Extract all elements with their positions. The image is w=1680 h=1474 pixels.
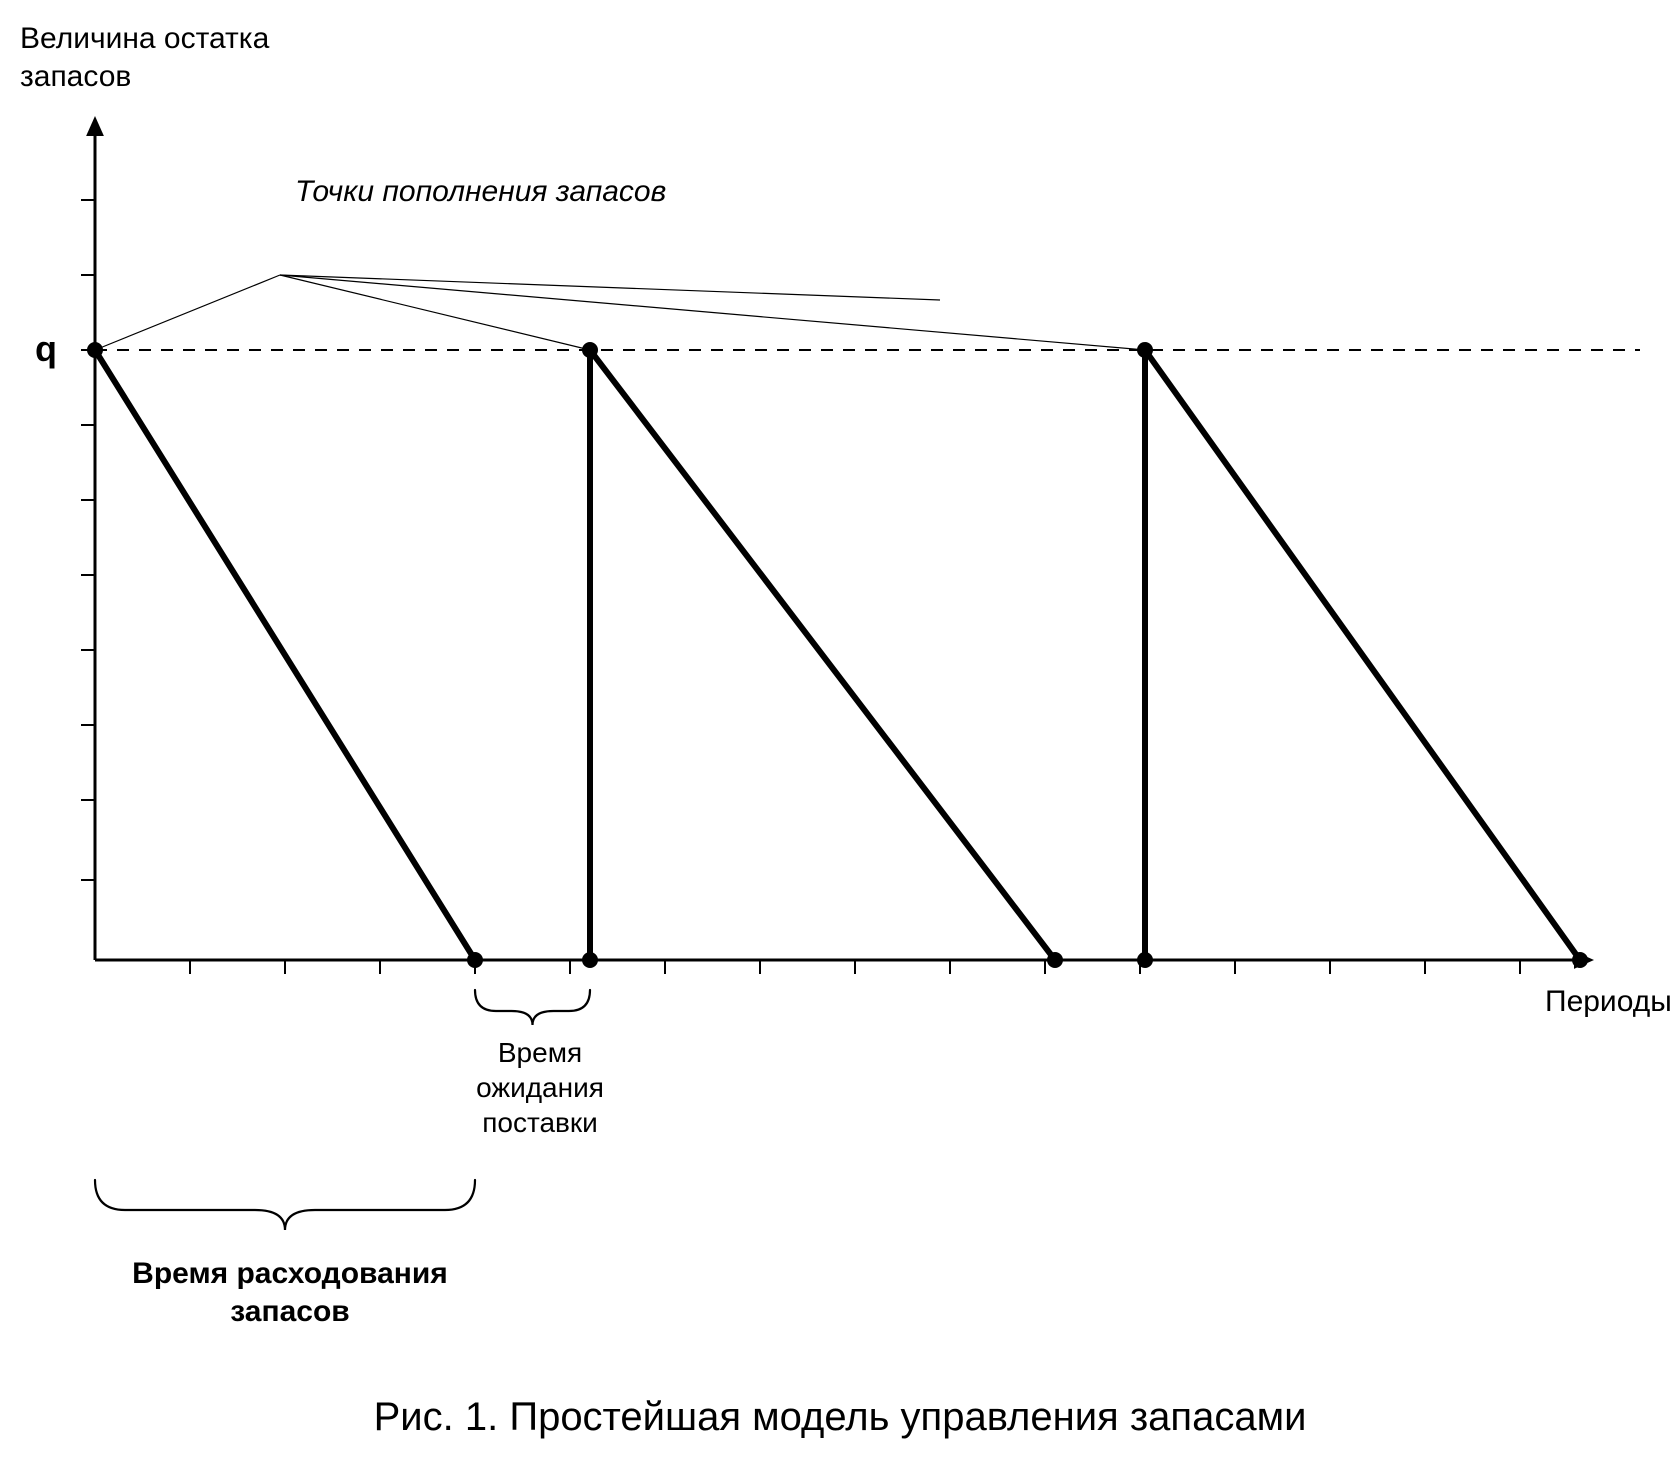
x-axis-title: Периоды	[1545, 985, 1672, 1019]
diagram-container: Величина остатказапасов q Точки пополнен…	[0, 0, 1680, 1474]
y-axis-title: Величина остатказапасов	[20, 20, 269, 95]
q-level-label: q	[35, 328, 57, 370]
consumption-time-label: Время расходованиязапасов	[85, 1255, 495, 1330]
figure-caption: Рис. 1. Простейшая модель управления зап…	[0, 1395, 1680, 1440]
lead-time-label: Времяожиданияпоставки	[455, 1035, 625, 1140]
replenish-points-label: Точки пополнения запасов	[295, 175, 666, 209]
inventory-chart	[0, 0, 1680, 1474]
